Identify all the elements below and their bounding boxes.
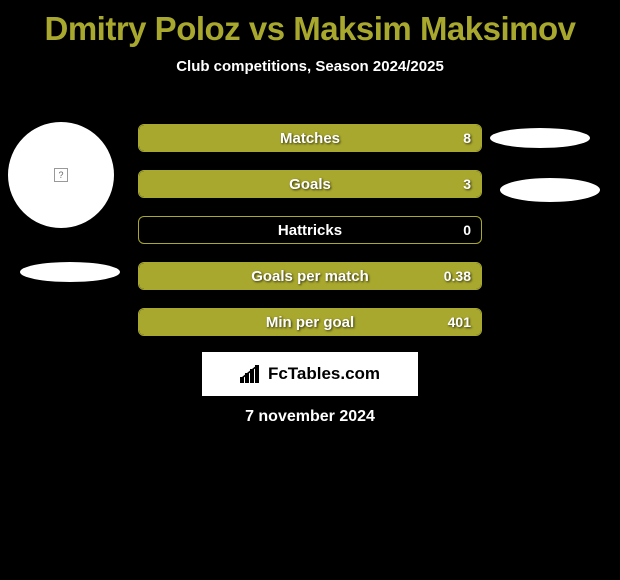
stat-row-min-per-goal: Min per goal 401: [138, 308, 482, 336]
page-title: Dmitry Poloz vs Maksim Maksimov: [0, 0, 620, 48]
image-placeholder-icon: ?: [54, 168, 68, 182]
fctables-logo: FcTables.com: [202, 352, 418, 396]
stat-row-goals-per-match: Goals per match 0.38: [138, 262, 482, 290]
player1-avatar: ?: [8, 122, 114, 228]
player1-shadow: [20, 262, 120, 282]
logo-text: FcTables.com: [268, 364, 380, 384]
stat-row-matches: Matches 8: [138, 124, 482, 152]
stats-container: Matches 8 Goals 3 Hattricks 0 Goals per …: [138, 124, 482, 354]
stat-value: 3: [463, 171, 471, 197]
stat-label: Min per goal: [139, 309, 481, 335]
stat-value: 0.38: [444, 263, 471, 289]
stat-label: Matches: [139, 125, 481, 151]
stat-row-hattricks: Hattricks 0: [138, 216, 482, 244]
player2-decoration-1: [490, 128, 590, 148]
subtitle: Club competitions, Season 2024/2025: [0, 58, 620, 75]
stat-value: 401: [448, 309, 471, 335]
stat-value: 0: [463, 217, 471, 243]
date-text: 7 november 2024: [0, 408, 620, 426]
stat-value: 8: [463, 125, 471, 151]
stat-label: Goals: [139, 171, 481, 197]
chart-icon: [240, 365, 262, 383]
player2-decoration-2: [500, 178, 600, 202]
stat-label: Hattricks: [139, 217, 481, 243]
stat-row-goals: Goals 3: [138, 170, 482, 198]
stat-label: Goals per match: [139, 263, 481, 289]
